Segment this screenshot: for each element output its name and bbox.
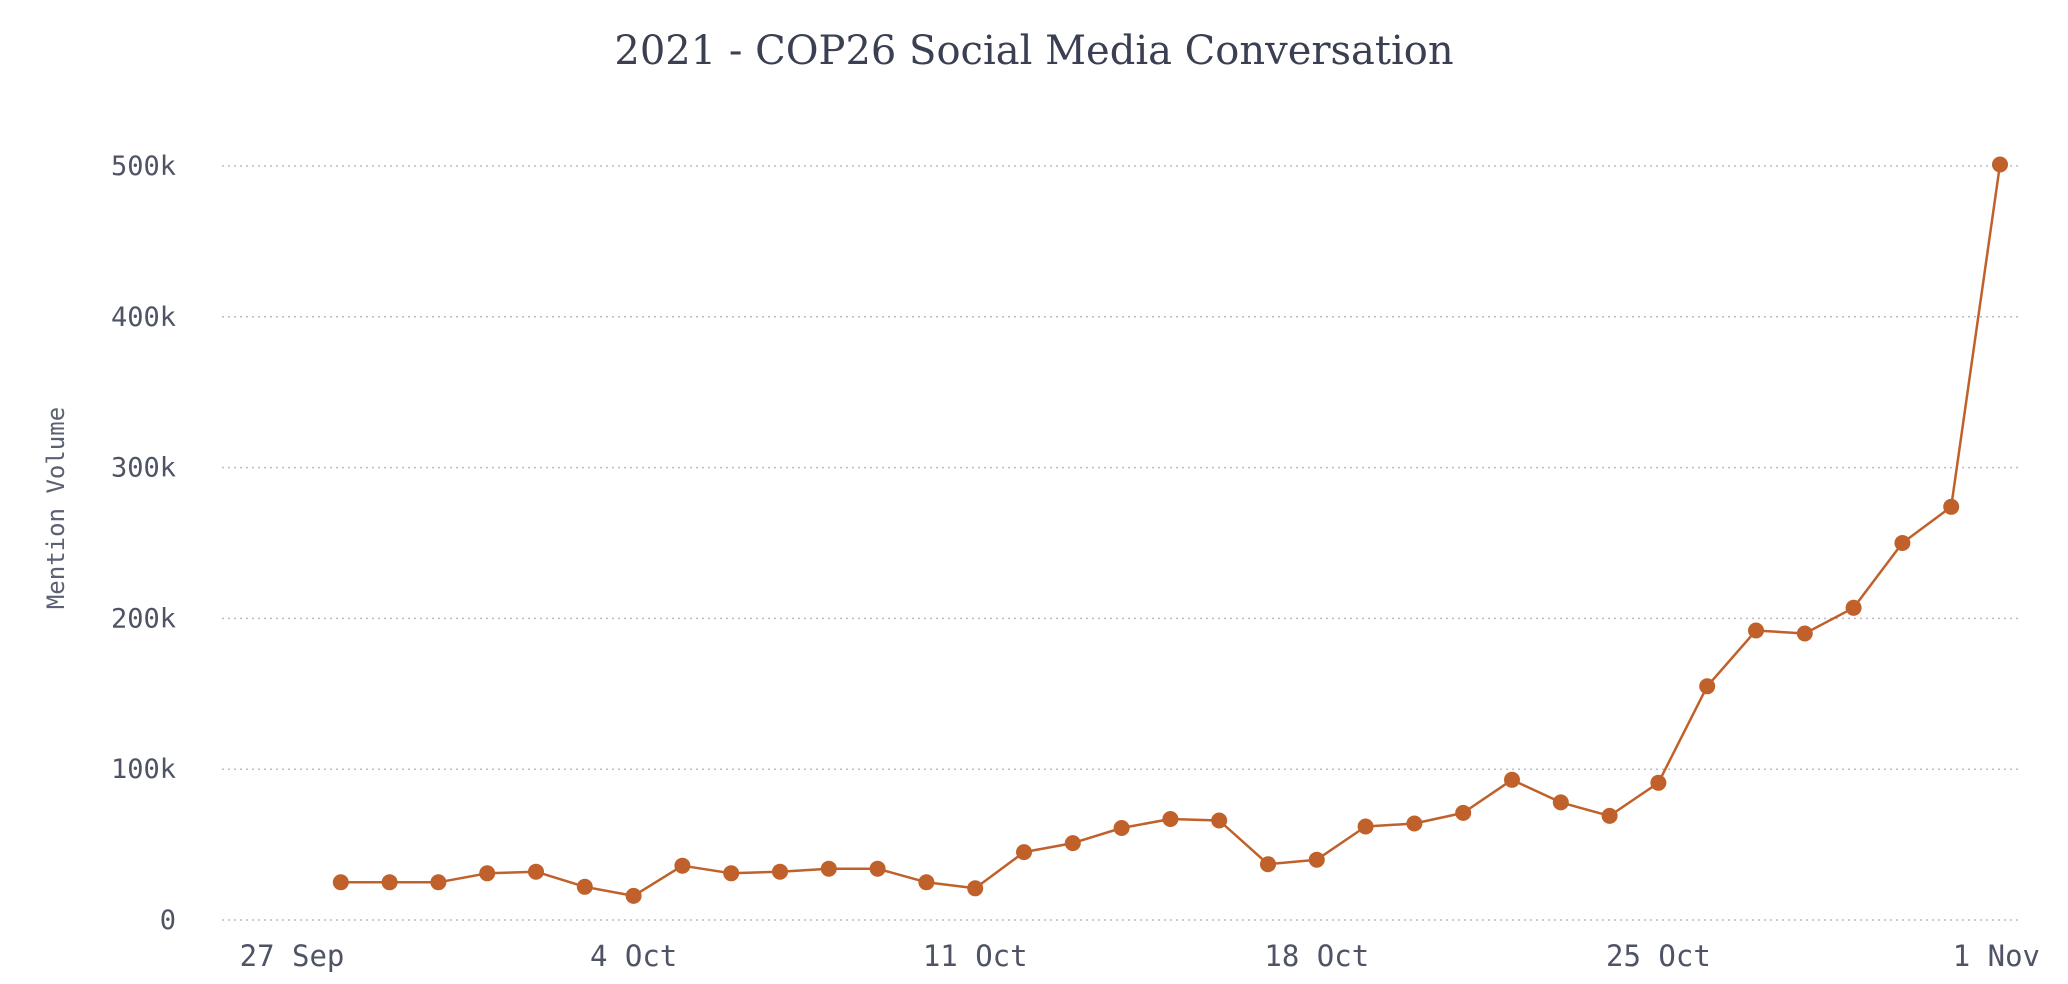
data-point[interactable]: [723, 865, 740, 882]
y-tick-label: 200k: [111, 603, 176, 634]
data-point[interactable]: [869, 860, 886, 877]
x-tick-label: 27 Sep: [240, 939, 345, 973]
x-tick-label: 11 Oct: [923, 939, 1028, 973]
data-point[interactable]: [1943, 498, 1960, 515]
data-point[interactable]: [528, 863, 544, 880]
data-point[interactable]: [1894, 535, 1911, 551]
series-line: [340, 164, 2002, 898]
data-point[interactable]: [576, 878, 593, 895]
gridlines: [222, 165, 2020, 921]
data-point[interactable]: [1796, 625, 1813, 642]
x-tick-label: 1 Nov: [1953, 939, 2040, 973]
y-tick-label: 300k: [111, 453, 176, 484]
data-point[interactable]: [1162, 811, 1179, 827]
data-point[interactable]: [772, 863, 788, 880]
data-point[interactable]: [479, 865, 496, 882]
x-axis-ticks: 27 Sep 4 Oct 11 Oct 18 Oct 25 Oct 1 Nov: [240, 939, 2040, 973]
data-point[interactable]: [1748, 622, 1764, 639]
x-tick-label: 25 Oct: [1606, 939, 1711, 973]
data-point[interactable]: [918, 874, 935, 891]
data-point[interactable]: [967, 880, 984, 897]
data-point[interactable]: [381, 874, 398, 891]
x-tick-label: 4 Oct: [590, 939, 677, 973]
data-point[interactable]: [820, 860, 837, 877]
data-point[interactable]: [1552, 794, 1569, 811]
y-tick-label: 500k: [111, 151, 176, 182]
data-point[interactable]: [430, 874, 447, 891]
data-point[interactable]: [1357, 818, 1374, 835]
data-point[interactable]: [674, 857, 691, 874]
data-point[interactable]: [1064, 835, 1081, 852]
data-point[interactable]: [1113, 820, 1130, 836]
data-point[interactable]: [1211, 812, 1228, 829]
data-point[interactable]: [1992, 156, 2008, 173]
series-lines: [340, 164, 2002, 898]
data-point[interactable]: [332, 874, 349, 891]
y-axis-ticks: 0 100k 200k 300k 400k 500k: [111, 151, 176, 936]
data-point[interactable]: [1406, 815, 1423, 832]
data-point[interactable]: [1260, 856, 1276, 873]
data-point[interactable]: [1016, 844, 1032, 861]
data-point[interactable]: [1601, 807, 1618, 824]
data-point[interactable]: [1308, 851, 1325, 868]
y-tick-label: 100k: [111, 754, 176, 785]
data-point[interactable]: [1504, 771, 1520, 788]
y-tick-label: 400k: [111, 302, 176, 333]
data-point[interactable]: [1650, 774, 1667, 791]
x-tick-label: 18 Oct: [1264, 939, 1369, 973]
chart-title: 2021 - COP26 Social Media Conversation: [614, 28, 1454, 74]
data-point[interactable]: [1455, 804, 1472, 821]
y-tick-label: 0: [160, 905, 176, 936]
data-point[interactable]: [1845, 599, 1862, 616]
series-points: [332, 156, 2008, 904]
data-point[interactable]: [625, 887, 642, 904]
data-point[interactable]: [1699, 678, 1716, 695]
